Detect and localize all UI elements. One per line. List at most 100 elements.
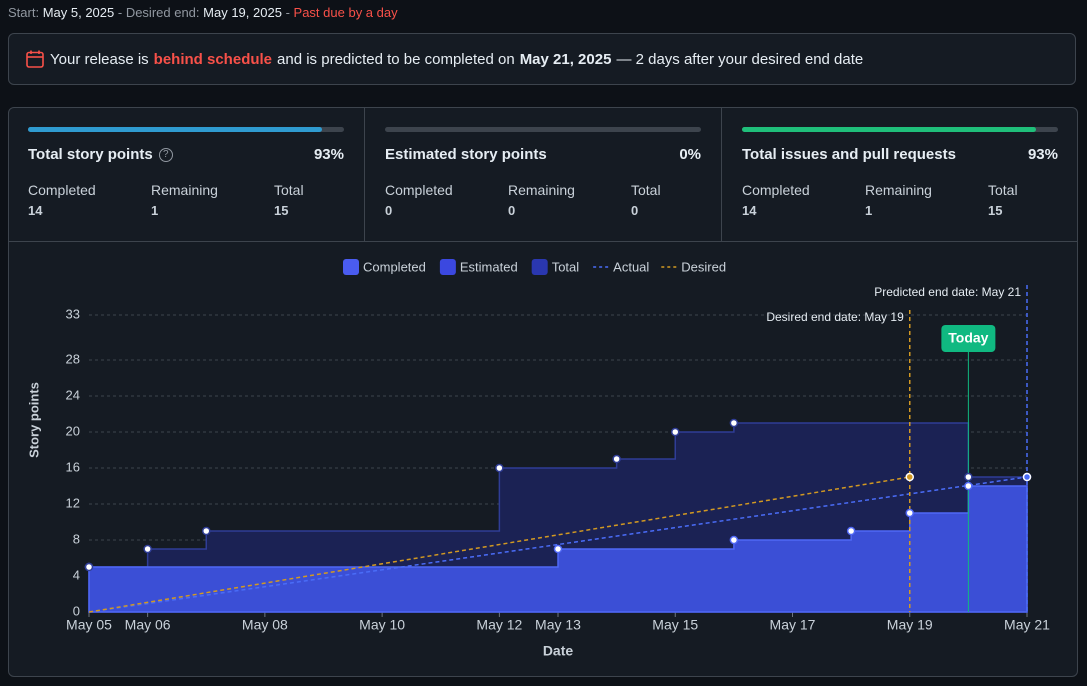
legend-swatch bbox=[343, 259, 359, 275]
x-tick-label: May 15 bbox=[652, 617, 698, 633]
legend-label: Total bbox=[552, 259, 580, 274]
stat-label: Total bbox=[631, 182, 661, 198]
trend-line bbox=[88, 476, 1028, 613]
legend-swatch bbox=[439, 259, 456, 275]
label: - Desired end: bbox=[117, 5, 200, 20]
y-tick-label: 4 bbox=[73, 567, 80, 582]
stat-value: 0 bbox=[508, 203, 516, 218]
calendar-icon bbox=[26, 50, 44, 68]
stat-value: 15 bbox=[274, 203, 289, 218]
x-tick-label: May 12 bbox=[476, 617, 522, 633]
point bbox=[143, 544, 152, 554]
stat: Remaining 1 bbox=[865, 182, 932, 218]
stat-label: Remaining bbox=[865, 182, 932, 198]
progress-track bbox=[28, 127, 344, 132]
y-tick-label: 33 bbox=[66, 306, 80, 321]
progress-track bbox=[742, 127, 1058, 132]
point bbox=[553, 544, 563, 554]
value: May 19, 2025 bbox=[203, 5, 282, 20]
point bbox=[964, 472, 973, 482]
x-tick-label: May 05 bbox=[66, 617, 112, 633]
trend-line bbox=[88, 476, 910, 613]
header: Start: May 5, 2025 - Desired end: May 19… bbox=[8, 5, 398, 20]
text: Your release is bbox=[50, 50, 149, 68]
point bbox=[671, 427, 680, 437]
legend-label: Desired bbox=[681, 259, 726, 274]
legend-label: Actual bbox=[613, 259, 649, 274]
point bbox=[729, 535, 739, 545]
stat: Total 15 bbox=[274, 182, 304, 218]
x-tick-label: May 08 bbox=[242, 617, 288, 633]
text: and is predicted to be completed on bbox=[277, 50, 515, 68]
x-tick-label: May 13 bbox=[535, 617, 581, 633]
card: Total issues and pull requests 93% Complet… bbox=[722, 107, 1078, 241]
status: Past due by a day bbox=[293, 5, 398, 20]
point bbox=[612, 454, 621, 464]
legend-label: Completed bbox=[363, 259, 426, 274]
card-title: Estimated story points bbox=[385, 146, 547, 163]
x-tick-label: May 06 bbox=[125, 617, 171, 633]
stat-label: Total bbox=[988, 182, 1018, 198]
x-tick-label: May 19 bbox=[887, 617, 933, 633]
stat-value: 14 bbox=[742, 203, 757, 218]
point bbox=[846, 526, 856, 536]
card: Total story points? 93% Completed 14 Remaini… bbox=[8, 107, 365, 241]
y-tick-label: 28 bbox=[66, 351, 80, 366]
date: May 21, 2025 bbox=[519, 50, 612, 68]
stat-label: Remaining bbox=[508, 182, 575, 198]
today-badge bbox=[941, 325, 996, 352]
x-tick-label: May 10 bbox=[359, 617, 405, 633]
stat: Completed 0 bbox=[385, 182, 453, 218]
stat: Remaining 0 bbox=[508, 182, 575, 218]
stat: Total 15 bbox=[988, 182, 1018, 218]
text: — 2 days after your desired end date bbox=[616, 50, 864, 68]
point bbox=[964, 481, 973, 491]
stat: Completed 14 bbox=[742, 182, 810, 218]
stat-value: 1 bbox=[865, 203, 873, 218]
separator: - bbox=[285, 5, 290, 20]
stat-value: 15 bbox=[988, 203, 1003, 218]
stat-label: Completed bbox=[28, 182, 96, 198]
stat-label: Completed bbox=[385, 182, 453, 198]
today-label: Today bbox=[948, 330, 988, 346]
stat-label: Remaining bbox=[151, 182, 218, 198]
help-icon: ? bbox=[158, 147, 173, 162]
y-tick-label: 16 bbox=[66, 459, 80, 474]
title: Total issues and pull requests bbox=[742, 146, 956, 163]
stat-value: 0 bbox=[385, 203, 393, 218]
x-axis-label: Date bbox=[543, 643, 574, 659]
point bbox=[905, 472, 914, 482]
legend-label: Estimated bbox=[460, 259, 518, 274]
y-axis-label: Story points bbox=[26, 382, 41, 458]
progress-bar bbox=[28, 127, 322, 132]
percent: 93% bbox=[313, 146, 344, 163]
legend-swatch bbox=[531, 259, 548, 275]
point bbox=[202, 526, 211, 536]
cards: Total story points? 93% Completed 14 Remaini… bbox=[8, 107, 1078, 242]
stat-label: Total bbox=[274, 182, 304, 198]
y-tick-label: 8 bbox=[73, 531, 80, 546]
y-tick-label: 12 bbox=[66, 495, 80, 510]
x-tick-label: May 17 bbox=[770, 617, 816, 633]
end-date-label: Predicted end date: May 21 bbox=[874, 285, 1021, 299]
progress-bar bbox=[742, 127, 1036, 132]
stat: Completed 14 bbox=[28, 182, 96, 218]
percent: 93% bbox=[1027, 146, 1058, 163]
stat: Remaining 1 bbox=[151, 182, 218, 218]
stat: Total 0 bbox=[631, 182, 661, 218]
stat-label: Completed bbox=[742, 182, 810, 198]
y-tick-label: 0 bbox=[73, 603, 80, 618]
y-tick-label: 24 bbox=[66, 387, 80, 402]
card: Estimated story points 0% Completed 0 Remain… bbox=[365, 107, 722, 241]
point bbox=[905, 508, 914, 518]
point bbox=[729, 418, 739, 428]
stat-value: 1 bbox=[151, 203, 159, 218]
progress-track bbox=[385, 127, 701, 132]
point bbox=[84, 562, 94, 572]
label: Start: bbox=[8, 5, 40, 20]
percent: 0% bbox=[679, 146, 701, 163]
point bbox=[495, 463, 504, 473]
title: Total story points bbox=[28, 146, 153, 163]
